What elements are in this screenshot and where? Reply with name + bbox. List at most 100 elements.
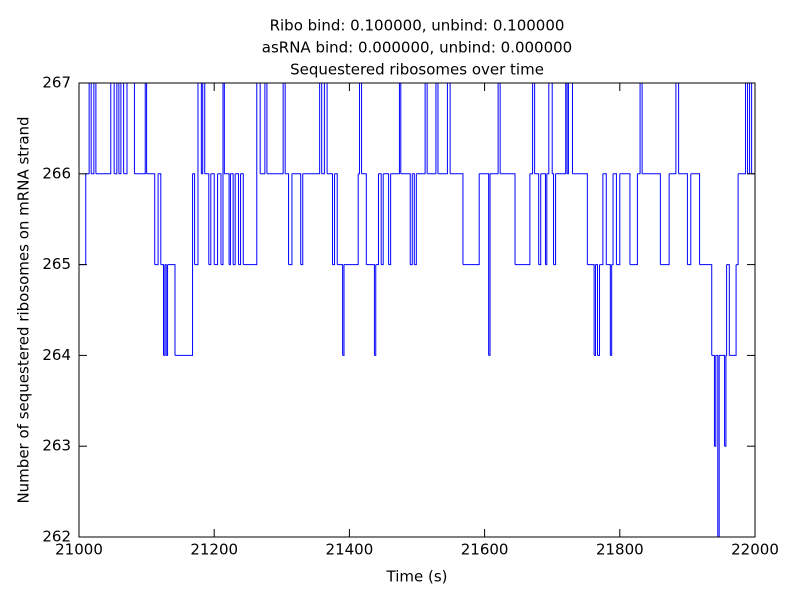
step-segment [208, 173, 212, 266]
step-segment [217, 173, 222, 265]
step-segment [192, 173, 196, 265]
step-segment [736, 173, 739, 266]
y-tick-label: 265 [42, 255, 71, 273]
step-segment [230, 173, 234, 265]
step-segment [164, 264, 167, 356]
plot-frame [78, 82, 756, 538]
x-tick-label: 21000 [55, 541, 103, 559]
step-segment [163, 264, 166, 356]
step-segment [538, 173, 542, 266]
step-segment [361, 173, 367, 265]
step-segment [321, 83, 325, 175]
x-tick-label: 21400 [326, 541, 374, 559]
step-segment [619, 173, 631, 265]
step-segment [729, 264, 737, 356]
step-segment [490, 83, 499, 175]
step-segment [719, 354, 726, 447]
step-segment [488, 173, 491, 356]
step-segment [337, 264, 344, 356]
step-segment [660, 173, 670, 266]
step-segment [260, 83, 266, 175]
step-segment [572, 173, 588, 265]
step-segment [534, 173, 540, 265]
step-segment [714, 355, 717, 447]
step-segment [114, 83, 118, 175]
step-segment [553, 173, 557, 266]
step-segment [375, 173, 379, 266]
step-segment [332, 173, 336, 266]
step-segment [642, 173, 661, 265]
step-segment [123, 83, 128, 175]
step-segment [669, 83, 677, 175]
step-segment [174, 173, 194, 356]
step-segment [378, 173, 382, 265]
step-segment [555, 83, 567, 175]
step-segment [500, 173, 516, 265]
step-segment [462, 173, 480, 266]
step-segment [410, 173, 413, 266]
x-tick-label: 22000 [731, 541, 779, 559]
step-segment [167, 264, 176, 356]
step-segment [91, 83, 95, 175]
step-segment [637, 83, 641, 175]
step-segment [611, 173, 614, 266]
y-tick-label: 266 [42, 164, 71, 182]
step-segment [724, 355, 727, 447]
step-segment [235, 173, 240, 265]
step-segment [342, 264, 345, 356]
step-segment [118, 83, 122, 175]
step-segment [416, 83, 426, 175]
step-segment [154, 173, 159, 266]
step-segment [427, 83, 437, 175]
step-segment [285, 173, 290, 265]
step-segment [599, 173, 604, 266]
step-segment [602, 173, 607, 265]
step-segment [383, 173, 390, 265]
step-segment [613, 173, 617, 265]
step-segment [95, 83, 112, 175]
chart-title: Sequestered ribosomes over time [290, 61, 544, 79]
step-segment [358, 83, 361, 175]
step-segment [134, 83, 146, 175]
step-segment [291, 173, 302, 265]
step-segment [479, 173, 490, 356]
step-segment [552, 173, 555, 265]
step-segment [166, 264, 169, 356]
step-segment [687, 173, 692, 266]
step-segment [224, 173, 230, 265]
step-segment [220, 83, 224, 266]
step-segment [437, 83, 448, 175]
step-segment [567, 83, 569, 175]
chart-title: asRNA bind: 0.000000, unbind: 0.000000 [262, 39, 572, 57]
x-axis-label: Time (s) [386, 568, 448, 586]
step-segment [610, 264, 613, 356]
step-segment [595, 264, 598, 356]
x-tick-label: 21800 [596, 541, 644, 559]
step-segment [400, 173, 411, 265]
step-segment [699, 264, 713, 356]
y-tick-label: 267 [42, 74, 71, 92]
step-segment [381, 173, 384, 266]
step-segment [587, 264, 595, 356]
step-segment [738, 83, 747, 175]
step-segment [545, 173, 548, 266]
y-axis-label: Number of sequestered ribosomes on mRNA … [15, 116, 33, 503]
step-segment [266, 83, 284, 175]
step-segment [366, 264, 375, 356]
step-segment [597, 264, 601, 356]
step-segment [374, 264, 377, 356]
step-segment [678, 173, 688, 265]
step-segment [327, 173, 333, 265]
step-segment [412, 173, 415, 265]
step-segment [594, 264, 596, 356]
step-segment [529, 83, 534, 175]
step-segment [160, 264, 164, 356]
y-tick-label: 264 [42, 346, 71, 364]
step-segment [540, 173, 546, 265]
step-segment [546, 83, 550, 175]
step-segment [606, 264, 611, 356]
step-segment [690, 173, 701, 265]
step-segment [343, 173, 359, 266]
